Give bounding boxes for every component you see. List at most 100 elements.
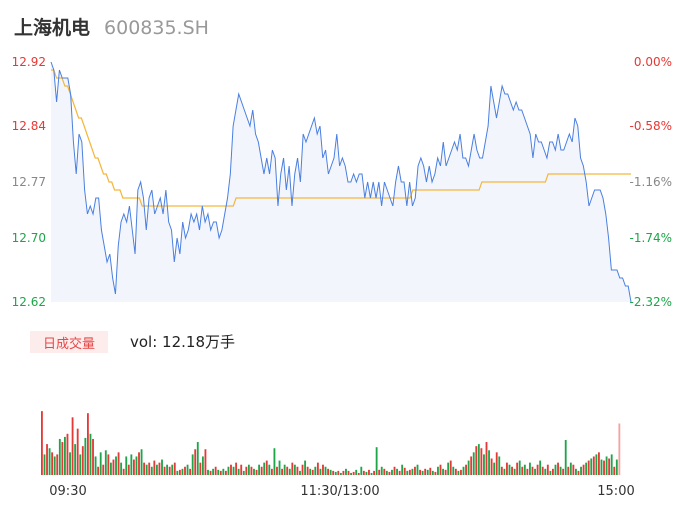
price-tick-label: 12.70 [12, 231, 46, 245]
volume-bar [94, 456, 97, 475]
volume-bar [53, 456, 56, 475]
volume-bar [299, 470, 301, 475]
volume-bar [454, 468, 457, 475]
volume-bar [102, 464, 105, 475]
volume-bar [253, 468, 255, 475]
volume-bar [557, 462, 559, 475]
volume-bar [426, 469, 429, 475]
volume-bar [84, 437, 87, 475]
volume-bar [270, 468, 273, 475]
volume-bar [207, 469, 209, 475]
volume-bar [536, 464, 539, 475]
volume-bar [89, 433, 92, 475]
volume-bar [529, 462, 531, 475]
volume-bar [378, 469, 381, 475]
volume-bar [222, 468, 225, 475]
price-area-layer [51, 62, 631, 302]
volume-bar [250, 466, 253, 475]
volume-bar [503, 468, 506, 475]
volume-bar [66, 433, 69, 475]
volume-bar [41, 411, 43, 475]
volume-bar [145, 464, 148, 475]
pct-tick-label: -1.16% [630, 175, 672, 189]
volume-bar [334, 471, 337, 475]
volume-bar [352, 471, 355, 475]
volume-bar [370, 472, 373, 475]
volume-bar [235, 462, 238, 475]
volume-bar [132, 459, 135, 475]
volume-bar [104, 450, 107, 475]
volume-bar [449, 460, 452, 475]
volume-bar [516, 462, 519, 475]
volume-bar [406, 470, 409, 475]
volume-bar [554, 464, 557, 475]
volume-bar [76, 428, 79, 475]
volume-bar [155, 464, 158, 475]
volume-bar [610, 454, 613, 475]
volume-bar [396, 468, 398, 475]
volume-bar [97, 466, 100, 475]
volume-bar [424, 468, 427, 475]
volume-bar [143, 462, 146, 475]
volume-bar [196, 442, 199, 475]
volume-bar [176, 470, 179, 475]
volume-bar [357, 472, 360, 475]
volume-bar [383, 468, 386, 475]
volume-tag[interactable]: 日成交量 [30, 331, 108, 353]
volume-bar [301, 464, 304, 475]
volume-bar [61, 442, 64, 475]
volume-bar [186, 464, 189, 475]
volume-bar [69, 452, 71, 475]
stock-code: 600835.SH [104, 17, 209, 39]
volume-bar [419, 469, 421, 475]
volume-bar [523, 464, 526, 475]
volume-bar [268, 464, 271, 475]
volume-bar [171, 464, 174, 475]
time-tick-label: 11:30/13:00 [300, 484, 379, 499]
volume-bar [316, 462, 319, 475]
volume-bar [304, 460, 307, 475]
volume-bar [109, 462, 112, 475]
volume-bar [107, 454, 110, 475]
volume-bar [43, 454, 46, 475]
volume-bar [296, 466, 299, 475]
volume-bar [168, 466, 171, 475]
volume-bar [526, 468, 529, 475]
volume-bar [582, 464, 585, 475]
average-price-line [51, 69, 631, 207]
volume-bar [480, 448, 483, 475]
pct-tick-label: 0.00% [634, 55, 672, 69]
volume-bar [191, 454, 194, 475]
volume-bar [345, 468, 347, 475]
volume-bar [288, 468, 291, 475]
volume-bar [452, 466, 455, 475]
volume-summary: vol: 12.18万手 [130, 333, 235, 351]
volume-bar [408, 469, 411, 475]
volume-bar [416, 464, 419, 475]
volume-bar [48, 448, 51, 475]
volume-bar [309, 468, 312, 475]
volume-bar [242, 470, 245, 475]
volume-bar [173, 462, 176, 475]
volume-bar [562, 468, 565, 475]
volume-bar [421, 470, 424, 475]
volume-bar [457, 470, 460, 475]
volume-bar [613, 466, 616, 475]
volume-bar [467, 460, 470, 475]
volume-bar [247, 464, 250, 475]
volume-bar [214, 466, 217, 475]
volume-bar [518, 460, 521, 475]
volume-bar [79, 454, 82, 475]
volume-bar [201, 456, 204, 475]
time-tick-label: 09:30 [49, 484, 86, 499]
volume-bar [163, 466, 166, 475]
volume-bar [618, 423, 621, 475]
volume-bar [615, 459, 618, 475]
volume-bar [232, 466, 235, 475]
volume-bar [592, 456, 595, 475]
volume-bar [490, 458, 493, 475]
price-tick-label: 12.77 [12, 175, 46, 189]
time-tick-label: 15:00 [597, 484, 634, 499]
volume-bar [567, 466, 570, 475]
volume-bar [587, 460, 590, 475]
